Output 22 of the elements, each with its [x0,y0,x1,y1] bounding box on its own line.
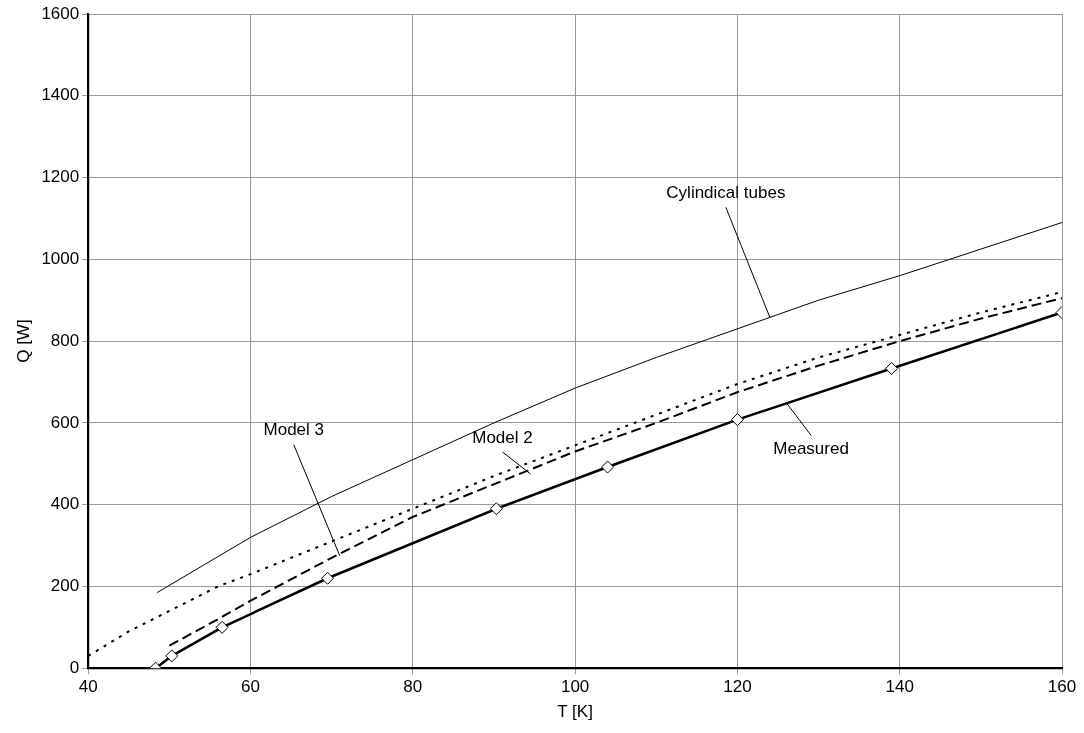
y-tick-label: 0 [69,657,80,677]
x-tick-label: 120 [723,677,752,697]
y-tick-label: 1200 [41,167,80,187]
y-tick-label: 200 [50,576,80,596]
x-tick-label: 60 [241,677,260,697]
x-tick-label: 100 [560,677,590,697]
y-tick-label: 1600 [41,3,80,23]
annotation: Model 2 [472,427,533,447]
y-tick-label: 1000 [41,249,80,269]
y-tick-label: 800 [50,330,80,350]
y-tick-label: 400 [50,494,80,514]
y-tick-label: 600 [50,412,80,432]
y-axis-title: Q [W] [13,319,33,363]
x-axis-title: T [K] [557,702,593,722]
y-tick-label: 1400 [41,85,80,105]
annotation: Measured [773,439,849,459]
annotation: Cylindical tubes [666,183,786,203]
x-tick-label: 160 [1047,677,1077,697]
x-tick-label: 140 [885,677,914,697]
annotation: Model 3 [263,420,325,440]
x-tick-label: 80 [403,677,423,697]
x-tick-label: 40 [78,677,98,697]
